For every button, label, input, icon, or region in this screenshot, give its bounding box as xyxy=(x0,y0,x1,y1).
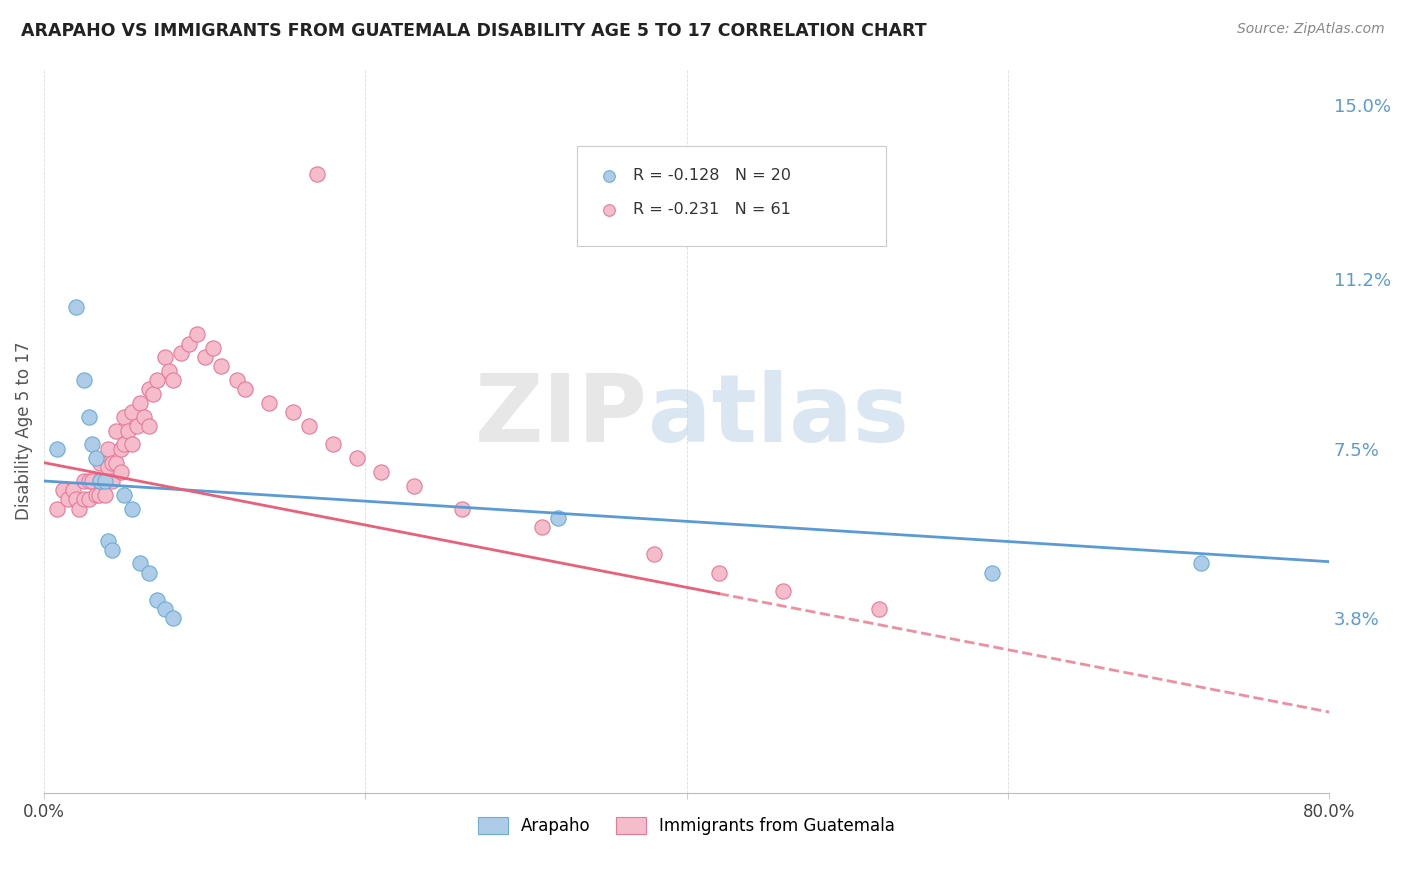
Point xyxy=(233,382,256,396)
Point xyxy=(97,442,120,456)
Point xyxy=(132,409,155,424)
Point xyxy=(772,584,794,599)
Point xyxy=(201,341,224,355)
Point xyxy=(127,419,149,434)
Point xyxy=(129,396,152,410)
Point xyxy=(138,419,160,434)
Y-axis label: Disability Age 5 to 17: Disability Age 5 to 17 xyxy=(15,342,32,520)
Text: atlas: atlas xyxy=(648,370,910,462)
Point xyxy=(112,488,135,502)
Point xyxy=(138,382,160,396)
Point xyxy=(162,373,184,387)
Point xyxy=(186,327,208,342)
Point xyxy=(73,474,96,488)
Point xyxy=(121,437,143,451)
Point xyxy=(77,409,100,424)
Point xyxy=(225,373,247,387)
Point xyxy=(117,424,139,438)
Point xyxy=(346,451,368,466)
Point xyxy=(105,456,128,470)
Point xyxy=(52,483,75,498)
Point xyxy=(142,387,165,401)
Point xyxy=(169,345,191,359)
Point xyxy=(257,396,280,410)
Text: R = -0.128   N = 20: R = -0.128 N = 20 xyxy=(633,169,790,183)
Point xyxy=(370,465,392,479)
Point xyxy=(112,437,135,451)
Point xyxy=(58,492,80,507)
Point xyxy=(77,492,100,507)
Point xyxy=(46,442,69,456)
Point xyxy=(97,460,120,475)
Point xyxy=(89,474,111,488)
Point xyxy=(307,167,329,181)
Point xyxy=(145,593,167,607)
Point xyxy=(110,442,132,456)
Point xyxy=(94,474,117,488)
Point xyxy=(73,492,96,507)
Point xyxy=(105,424,128,438)
Point xyxy=(100,474,122,488)
Point xyxy=(100,542,122,557)
Point xyxy=(100,456,122,470)
Point xyxy=(153,602,176,616)
FancyBboxPatch shape xyxy=(578,146,886,246)
Point xyxy=(402,478,425,492)
Point xyxy=(94,488,117,502)
Point xyxy=(121,405,143,419)
Point xyxy=(298,419,321,434)
Point xyxy=(138,566,160,580)
Point xyxy=(97,533,120,548)
Point xyxy=(84,488,107,502)
Point xyxy=(707,566,730,580)
Point xyxy=(868,602,890,616)
Text: ARAPAHO VS IMMIGRANTS FROM GUATEMALA DISABILITY AGE 5 TO 17 CORRELATION CHART: ARAPAHO VS IMMIGRANTS FROM GUATEMALA DIS… xyxy=(21,22,927,40)
Point xyxy=(129,557,152,571)
Point xyxy=(547,510,569,524)
Text: ZIP: ZIP xyxy=(475,370,648,462)
Point xyxy=(73,373,96,387)
Point xyxy=(322,437,344,451)
Legend: Arapaho, Immigrants from Guatemala: Arapaho, Immigrants from Guatemala xyxy=(478,817,896,835)
Point xyxy=(145,373,167,387)
Point xyxy=(77,474,100,488)
Point xyxy=(162,611,184,625)
Point xyxy=(980,566,1002,580)
Point xyxy=(1189,557,1212,571)
Point xyxy=(82,437,104,451)
Point xyxy=(65,300,87,314)
Point xyxy=(89,456,111,470)
Point xyxy=(69,501,91,516)
Point xyxy=(87,488,110,502)
Point xyxy=(153,351,176,365)
Point xyxy=(46,501,69,516)
Point xyxy=(110,465,132,479)
Point xyxy=(121,501,143,516)
Point xyxy=(450,501,472,516)
Point xyxy=(643,547,665,561)
Point xyxy=(194,351,217,365)
Point xyxy=(82,474,104,488)
Point xyxy=(84,451,107,466)
Point xyxy=(530,520,553,534)
Point xyxy=(209,359,232,374)
Point xyxy=(177,336,200,351)
Point xyxy=(65,492,87,507)
Point xyxy=(89,474,111,488)
Point xyxy=(62,483,84,498)
Point xyxy=(281,405,304,419)
Text: Source: ZipAtlas.com: Source: ZipAtlas.com xyxy=(1237,22,1385,37)
Point xyxy=(157,364,180,378)
Point xyxy=(112,409,135,424)
Text: R = -0.231   N = 61: R = -0.231 N = 61 xyxy=(633,202,790,218)
